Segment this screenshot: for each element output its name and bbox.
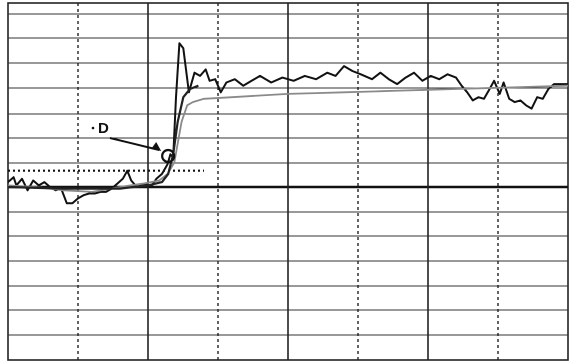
grid [7,2,569,361]
series-line-gray-smooth [7,84,569,193]
annotation-label-d: D [98,120,109,137]
series-group [7,42,569,205]
series-line-dark-noisy [7,42,568,205]
series-line-dark-smooth [7,84,199,190]
annotation-arrow-shaft [109,137,160,151]
annotation-arrow-head [151,141,162,151]
annotation-circle-marker [161,148,176,164]
annotation-dot [91,126,95,130]
annotation-group [91,126,176,164]
